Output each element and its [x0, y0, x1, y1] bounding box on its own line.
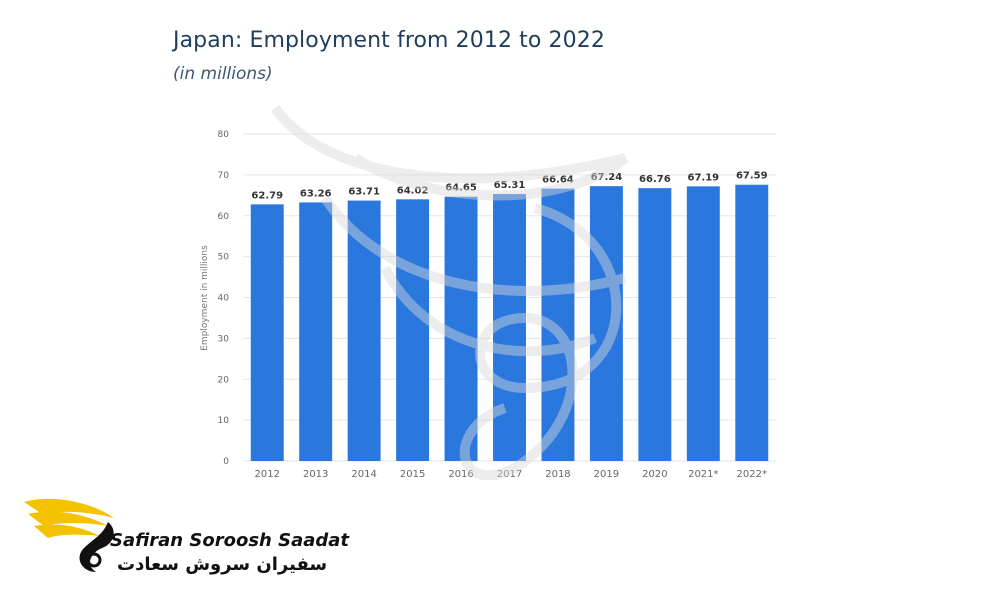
y-tick-label: 40 — [218, 294, 230, 304]
x-tick-label: 2014 — [351, 469, 376, 480]
x-tick-label: 2022* — [737, 469, 767, 480]
y-tick-label: 70 — [218, 171, 230, 181]
y-tick-label: 10 — [218, 416, 230, 426]
bar-value-label: 64.65 — [445, 183, 477, 194]
bar-value-label: 64.02 — [397, 185, 429, 196]
x-tick-label: 2017 — [497, 469, 522, 480]
bar — [299, 202, 333, 461]
eagle-wing-icon — [24, 498, 114, 572]
bar — [541, 188, 575, 461]
bar — [493, 194, 526, 461]
company-logo: Safiran Soroosh Saadat سفیران سروش سعادت — [22, 492, 349, 582]
bar-value-label: 67.24 — [591, 172, 623, 183]
x-tick-label: 2012 — [255, 469, 280, 480]
y-tick-label: 60 — [218, 212, 230, 222]
y-tick-label: 30 — [218, 334, 230, 344]
x-tick-label: 2015 — [400, 469, 425, 480]
bar-value-label: 66.64 — [542, 175, 574, 186]
bar-value-label: 63.71 — [348, 187, 380, 198]
x-tick-label: 2018 — [545, 469, 570, 480]
bar-value-label: 65.31 — [494, 180, 526, 191]
x-tick-label: 2019 — [594, 469, 619, 480]
bar — [396, 199, 430, 462]
y-axis-label: Employment in millions — [200, 245, 210, 351]
x-tick-label: 2020 — [642, 469, 667, 480]
bar-value-label: 66.76 — [639, 174, 671, 185]
data-labels: 62.79 63.26 63.71 64.02 64.65 65.31 66.64 67.24… — [251, 171, 767, 202]
x-tick-label: 2021* — [688, 469, 718, 480]
y-axis-ticks: 0 10 20 30 40 50 60 70 80 — [218, 130, 230, 467]
watermark-swirl-icon — [270, 105, 629, 481]
x-tick-label: 2016 — [448, 469, 473, 480]
bar — [735, 184, 769, 461]
bars — [250, 184, 769, 462]
logo-name-english: Safiran Soroosh Saadat — [110, 530, 350, 551]
bar-value-label: 67.59 — [736, 171, 768, 182]
logo-name-persian: سفیران سروش سعادت — [117, 554, 328, 575]
bar — [589, 186, 623, 461]
bar — [444, 196, 478, 462]
bar — [638, 188, 672, 461]
bar — [250, 204, 284, 461]
y-tick-label: 50 — [218, 253, 230, 263]
x-axis-ticks: 2012 2013 2014 2015 2016 2017 2018 2019 2020 2021… — [255, 469, 767, 480]
x-tick-label: 2013 — [303, 469, 328, 480]
y-tick-label: 0 — [223, 457, 229, 467]
y-tick-label: 20 — [218, 375, 230, 385]
bar-value-label: 67.19 — [687, 172, 719, 183]
chart-subtitle: (in millions) — [173, 64, 273, 84]
bar — [347, 200, 381, 461]
chart-title: Japan: Employment from 2012 to 2022 — [173, 28, 605, 53]
bar-value-label: 62.79 — [251, 190, 283, 201]
bar-value-label: 63.26 — [300, 188, 332, 199]
bar — [686, 186, 720, 461]
y-tick-label: 80 — [218, 130, 230, 140]
